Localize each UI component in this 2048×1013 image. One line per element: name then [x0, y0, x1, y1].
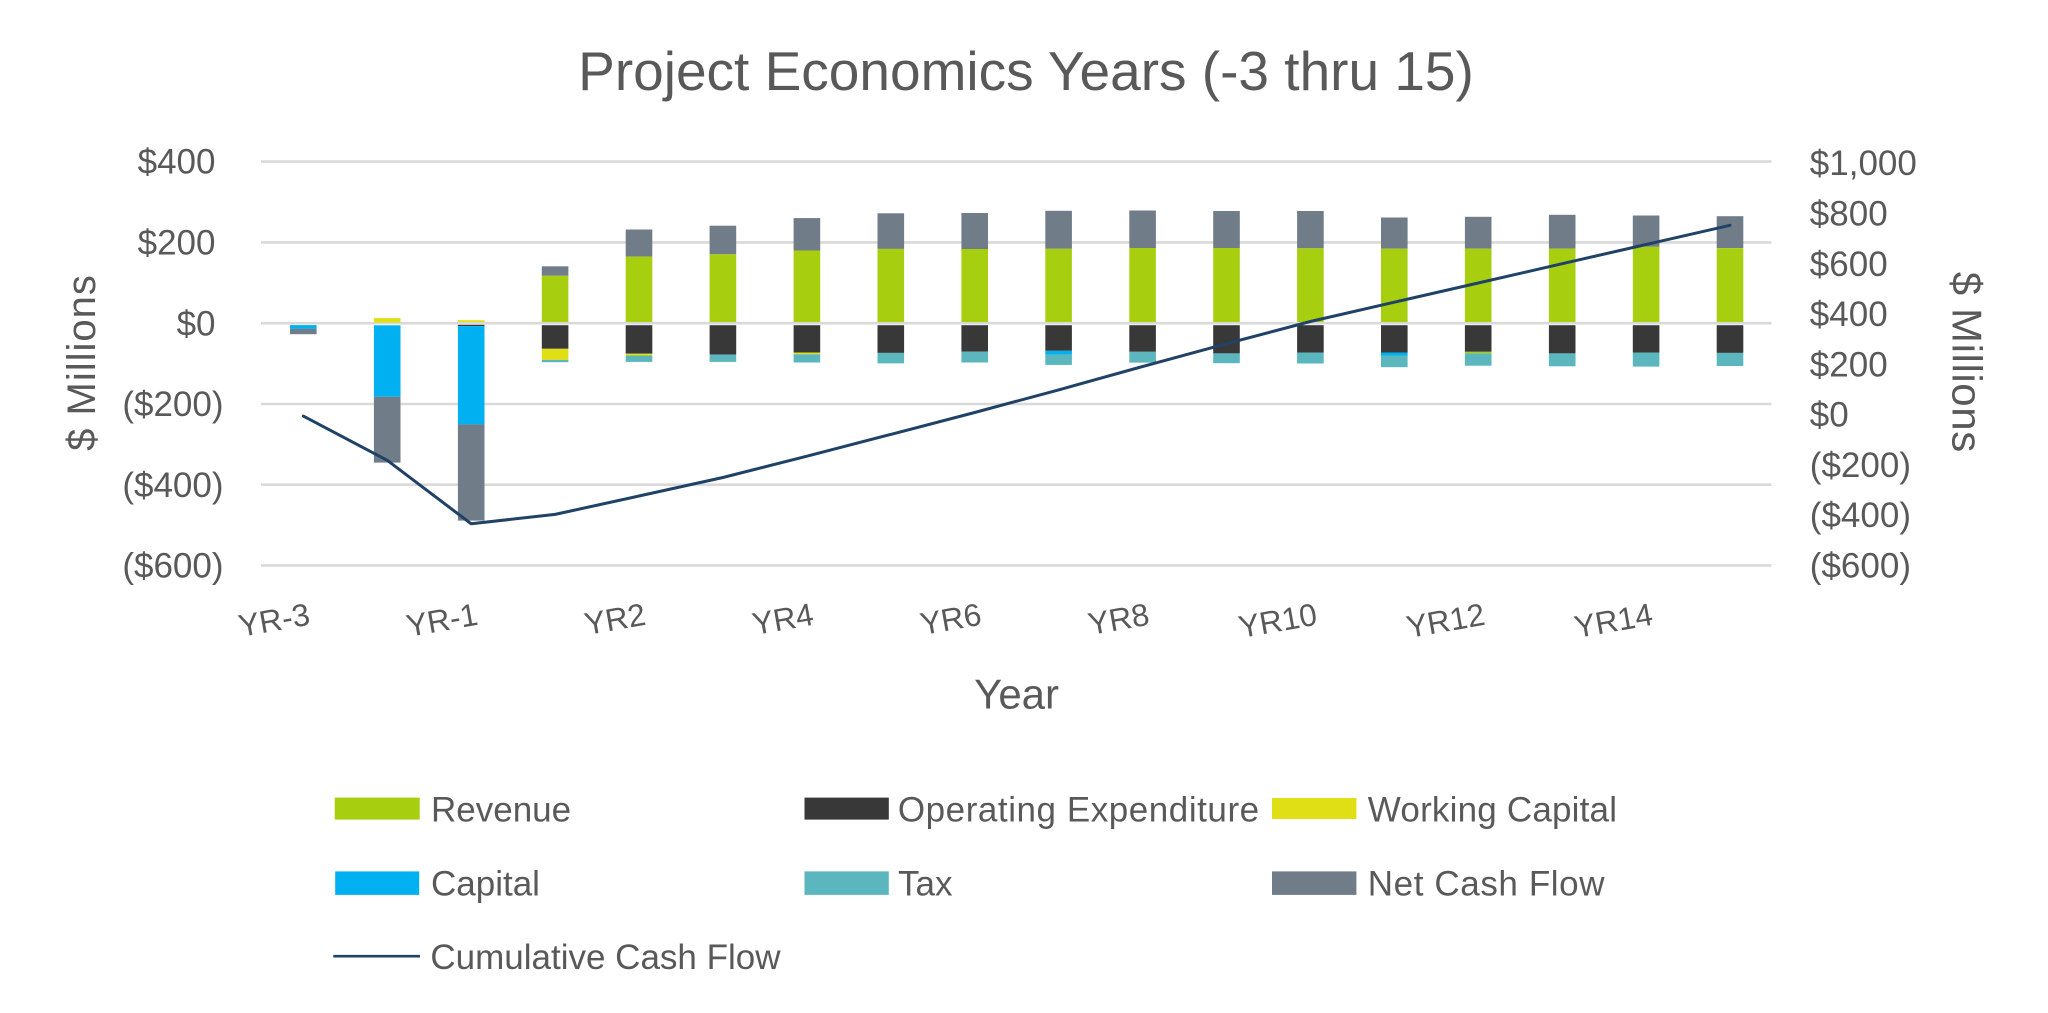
svg-text:Cumulative Cash Flow: Cumulative Cash Flow	[430, 938, 781, 977]
svg-text:($600): ($600)	[122, 547, 223, 586]
svg-text:($400): ($400)	[122, 466, 223, 505]
svg-text:($200): ($200)	[1810, 446, 1911, 485]
svg-text:Revenue: Revenue	[431, 791, 571, 830]
svg-text:Project Economics Years (-3 th: Project Economics Years (-3 thru 15)	[578, 40, 1474, 102]
svg-text:$200: $200	[1810, 345, 1888, 384]
svg-text:Tax: Tax	[898, 865, 953, 904]
svg-text:Working Capital: Working Capital	[1368, 791, 1617, 830]
svg-text:Capital: Capital	[431, 865, 540, 904]
svg-text:$400: $400	[1810, 295, 1888, 334]
svg-text:$0: $0	[177, 304, 216, 343]
svg-text:($400): ($400)	[1810, 496, 1911, 535]
svg-text:$800: $800	[1810, 195, 1888, 234]
svg-text:Net Cash Flow: Net Cash Flow	[1368, 865, 1605, 904]
svg-text:Year: Year	[974, 670, 1059, 717]
svg-text:Operating Expenditure: Operating Expenditure	[898, 791, 1260, 830]
svg-text:$ Millions: $ Millions	[1944, 272, 1991, 453]
svg-text:$600: $600	[1810, 245, 1888, 284]
svg-text:$0: $0	[1810, 396, 1849, 435]
svg-text:$ Millions: $ Millions	[60, 274, 104, 451]
svg-text:$1,000: $1,000	[1810, 144, 1917, 183]
svg-text:($200): ($200)	[122, 385, 223, 424]
svg-text:$200: $200	[138, 224, 216, 263]
svg-text:$400: $400	[138, 143, 216, 182]
svg-text:($600): ($600)	[1810, 546, 1911, 585]
